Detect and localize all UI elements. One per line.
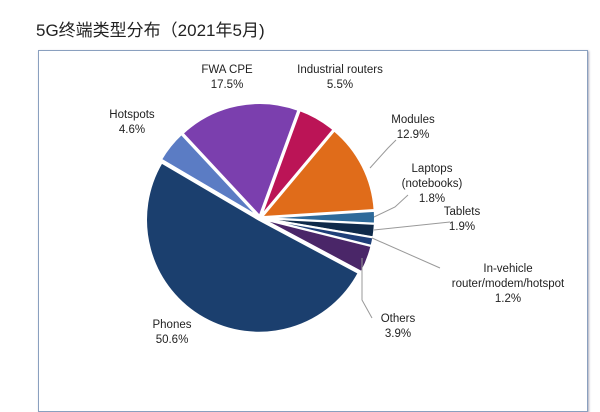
leader-line [371, 237, 441, 269]
slice-label: FWA CPE [201, 64, 253, 76]
pie-slice-industrial-routers [260, 108, 335, 217]
slice-value-label: 50.6% [156, 334, 189, 346]
leader-line [369, 139, 397, 169]
slice-label: Phones [152, 319, 191, 331]
slice-label: Industrial routers [297, 64, 383, 76]
slice-value-label: 17.5% [211, 79, 244, 91]
slice-value-label: 3.9% [385, 328, 411, 340]
slice-label: router/modem/hotspot [452, 278, 565, 290]
slice-label: Modules [391, 114, 435, 126]
slice-value-label: 5.5% [327, 79, 353, 91]
pie-slice-fwa-cpe [181, 102, 300, 218]
pie-chart: Laptops (notebooks) 1.8%Tablets 1.9% In-vehi… [109, 64, 565, 346]
slice-label: (notebooks) [402, 178, 463, 190]
slice-label: Tablets [444, 206, 481, 218]
slice-value-label: 1.8% [419, 193, 445, 205]
slice-value-label: 12.9% [397, 129, 430, 141]
pie-slice-phones [145, 161, 361, 334]
leader-line [373, 221, 451, 231]
slice-label: Hotspots [109, 109, 155, 121]
slice-label: In-vehicle [483, 263, 532, 275]
slice-value-label: 1.2% [495, 293, 521, 305]
pie-slice-hotspots [159, 132, 260, 218]
slice-value-label: 1.9% [449, 221, 475, 233]
leader-line [361, 258, 373, 319]
slice-label: Laptops [412, 163, 453, 175]
chart-title: 5G终端类型分布（2021年5月) [36, 21, 265, 40]
slice-label: Others [381, 313, 416, 325]
pie-slice-modules [259, 129, 376, 219]
slice-value-label: 4.6% [119, 124, 145, 136]
leader-line [373, 194, 409, 218]
